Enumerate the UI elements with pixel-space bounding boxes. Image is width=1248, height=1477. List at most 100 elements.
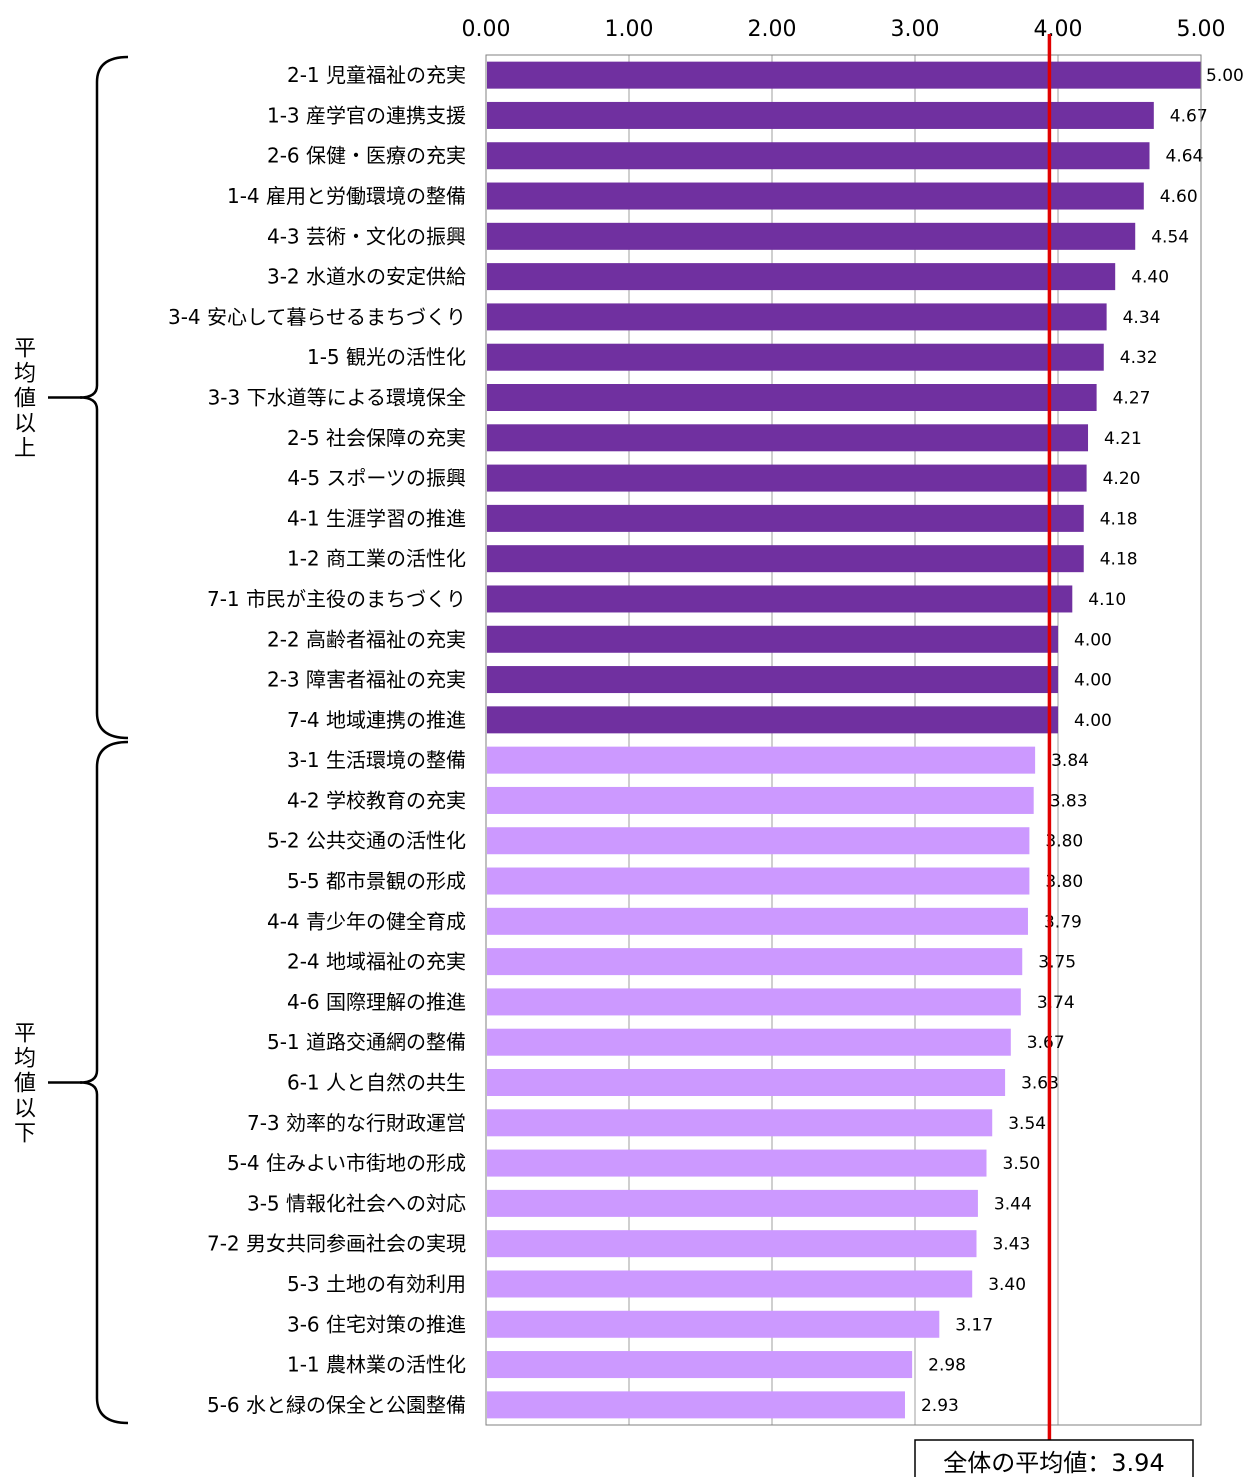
- bar: [487, 1189, 978, 1217]
- bar: [487, 907, 1028, 935]
- bar: [487, 1270, 973, 1298]
- category-label: 2-6 保健・医療の充実: [267, 144, 466, 168]
- category-label: 1-4 雇用と労働環境の整備: [227, 184, 466, 208]
- category-label: 2-3 障害者福祉の充実: [267, 668, 466, 692]
- group-label: 平均値以上: [14, 337, 36, 462]
- bar: [487, 585, 1073, 613]
- group-bracket: [79, 55, 129, 740]
- data-label: 3.17: [955, 1315, 993, 1335]
- bar: [487, 263, 1116, 291]
- bar: [487, 1351, 913, 1379]
- bar: [487, 746, 1036, 774]
- bar: [487, 786, 1034, 814]
- bar: [487, 867, 1030, 895]
- data-label: 4.67: [1170, 106, 1208, 126]
- average-marker: 全体の平均値：3.94: [914, 34, 1194, 1477]
- bar: [487, 948, 1023, 976]
- data-label: 4.21: [1104, 429, 1142, 449]
- group-label: 平均値以下: [14, 1022, 36, 1147]
- category-label: 2-4 地域福祉の充実: [287, 950, 466, 974]
- data-label: 3.80: [1045, 872, 1083, 892]
- category-label: 4-2 学校教育の充実: [287, 788, 466, 812]
- data-label: 4.64: [1166, 147, 1204, 167]
- bar: [487, 666, 1058, 694]
- data-label: 3.44: [994, 1194, 1032, 1214]
- bar: [487, 545, 1084, 573]
- x-tick-label: 5.00: [1177, 17, 1226, 42]
- category-label: 4-4 青少年の健全育成: [267, 909, 466, 933]
- category-label: 1-5 観光の活性化: [307, 345, 466, 369]
- data-label: 3.43: [992, 1235, 1030, 1255]
- bar: [487, 625, 1058, 653]
- bar: [487, 222, 1136, 250]
- x-tick-label: 3.00: [891, 17, 940, 42]
- category-label: 6-1 人と自然の共生: [287, 1071, 466, 1095]
- category-label: 3-1 生活環境の整備: [287, 748, 466, 772]
- category-label: 5-1 道路交通網の整備: [267, 1030, 466, 1054]
- data-label: 2.93: [921, 1396, 959, 1416]
- data-label: 3.84: [1051, 751, 1089, 771]
- category-label: 7-3 効率的な行財政運営: [247, 1111, 466, 1135]
- category-label: 7-2 男女共同参画社会の実現: [207, 1232, 466, 1256]
- category-label: 4-1 生涯学習の推進: [287, 506, 466, 530]
- category-label: 3-3 下水道等による環境保全: [208, 386, 466, 410]
- bar: [487, 1028, 1011, 1056]
- x-tick-label: 1.00: [605, 17, 654, 42]
- bar: [487, 706, 1058, 734]
- category-label: 5-6 水と緑の保全と公園整備: [207, 1393, 466, 1417]
- bar: [487, 1310, 940, 1338]
- bar: [487, 424, 1089, 452]
- data-label: 3.63: [1021, 1074, 1059, 1094]
- bar: [487, 101, 1154, 129]
- x-tick-label: 2.00: [748, 17, 797, 42]
- category-label: 5-3 土地の有効利用: [287, 1272, 466, 1296]
- data-label: 3.80: [1045, 832, 1083, 852]
- data-label: 4.00: [1074, 630, 1112, 650]
- bar: [487, 1391, 905, 1419]
- category-label: 1-3 産学官の連携支援: [267, 103, 466, 127]
- data-label: 4.00: [1074, 711, 1112, 731]
- data-label: 4.00: [1074, 671, 1112, 691]
- bar: [487, 61, 1201, 89]
- category-label: 5-5 都市景観の形成: [287, 869, 466, 893]
- grid-lines: [628, 55, 1059, 1425]
- category-label: 3-5 情報化社会への対応: [247, 1191, 466, 1215]
- data-label: 4.40: [1131, 268, 1169, 288]
- x-tick-label: 4.00: [1034, 17, 1083, 42]
- data-label: 4.54: [1151, 227, 1189, 247]
- data-label: 4.18: [1100, 550, 1138, 570]
- data-label: 4.34: [1123, 308, 1161, 328]
- category-label: 2-2 高齢者福祉の充実: [267, 627, 466, 651]
- category-label: 3-4 安心して暮らせるまちづくり: [168, 305, 466, 329]
- data-labels: 5.00 4.67 4.64 4.60 4.54 4.40 4.34 4.32 4.27 4.21…: [921, 66, 1244, 1416]
- data-label: 4.10: [1088, 590, 1126, 610]
- data-label: 4.20: [1103, 469, 1141, 489]
- bar: [487, 464, 1087, 492]
- average-box: [914, 1439, 1194, 1477]
- category-labels: 2-1 児童福祉の充実 1-3 産学官の連携支援 2-6 保健・医療の充実 1-4 雇…: [168, 63, 466, 1417]
- bar: [487, 343, 1104, 371]
- average-label: 全体の平均値：3.94: [943, 1449, 1164, 1477]
- bar: [487, 1109, 993, 1137]
- category-label: 1-1 農林業の活性化: [287, 1353, 466, 1377]
- data-label: 3.75: [1038, 953, 1076, 973]
- category-label: 1-2 商工業の活性化: [287, 547, 466, 571]
- category-label: 5-2 公共交通の活性化: [267, 829, 466, 853]
- x-axis-ticks: 0.00 1.00 2.00 3.00 4.00 5.00: [462, 17, 1226, 42]
- category-label: 4-3 芸術・文化の振興: [267, 224, 466, 248]
- bar: [487, 1230, 977, 1258]
- data-label: 3.50: [1003, 1154, 1041, 1174]
- x-tick-label: 0.00: [462, 17, 511, 42]
- data-label: 3.74: [1037, 993, 1075, 1013]
- bar: [487, 1069, 1006, 1096]
- bar: [487, 827, 1030, 855]
- category-label: 3-6 住宅対策の推進: [287, 1312, 466, 1336]
- data-label: 4.27: [1113, 389, 1151, 409]
- data-label: 4.60: [1160, 187, 1198, 207]
- bar: [487, 504, 1084, 532]
- data-label: 3.40: [988, 1275, 1026, 1295]
- bar: [487, 303, 1107, 331]
- data-label: 3.79: [1044, 912, 1082, 932]
